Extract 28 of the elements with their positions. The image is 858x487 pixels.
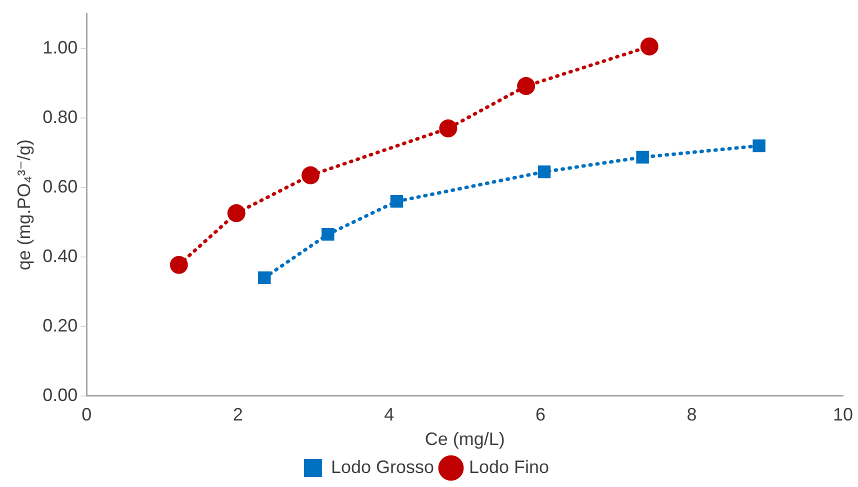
x-tick-label: 2	[232, 404, 243, 425]
point	[640, 37, 658, 56]
point	[170, 256, 188, 274]
point	[322, 228, 334, 241]
point	[302, 166, 320, 184]
x-tick-label: 0	[82, 404, 92, 425]
y-tick-label: 0.60	[42, 176, 78, 196]
x-tick-label: 4	[384, 404, 394, 425]
y-tick-label: 0.40	[42, 246, 78, 266]
x-tick-label: 6	[535, 404, 546, 425]
legend-label: Lodo Grosso	[330, 456, 434, 477]
point	[517, 77, 536, 96]
point	[538, 165, 551, 178]
y-tick-label: 1.00	[42, 37, 78, 58]
y-tick-label: 0.00	[42, 384, 78, 405]
y-tick-label: 0.80	[42, 106, 78, 127]
y-axis-title: qe (mg.PO₄³⁻/g)	[14, 139, 34, 270]
point	[636, 150, 649, 164]
x-tick-label: 10	[832, 404, 854, 425]
legend-label: Lodo Fino	[469, 456, 550, 477]
point	[439, 119, 458, 138]
x-axis-title: Ce (mg/L)	[424, 429, 505, 450]
point	[752, 139, 766, 152]
point	[390, 194, 404, 208]
y-tick-label: 0.20	[42, 315, 78, 336]
point	[227, 204, 246, 222]
point	[258, 271, 271, 284]
x-tick-label: 8	[686, 404, 697, 425]
